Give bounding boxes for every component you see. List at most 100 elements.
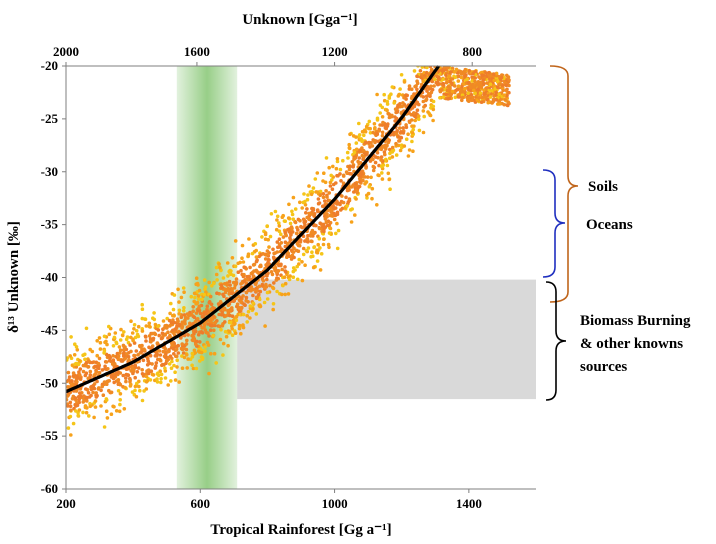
scatter-point [87,395,92,399]
scatter-point [183,315,188,320]
scatter-point [246,254,250,258]
scatter-point [102,425,107,429]
scatter-point [172,320,176,325]
scatter-point [174,347,179,352]
scatter-point [163,355,168,360]
scatter-point [297,257,302,262]
scatter-point [200,357,205,362]
scatter-point [401,101,405,105]
scatter-point [241,323,245,327]
scatter-point [419,82,424,87]
scatter-point [66,356,70,360]
scatter-point [459,75,464,80]
oceans-bracket [542,169,566,278]
scatter-point [134,349,139,353]
scatter-point [191,322,195,326]
scatter-point [71,374,76,378]
scatter-point [321,204,325,208]
scatter-point [147,334,152,338]
scatter-point [93,405,98,409]
scatter-point [325,195,329,199]
scatter-point [441,77,446,81]
scatter-point [128,343,132,347]
x-tick-label: 1400 [456,496,482,511]
scatter-point [330,187,335,191]
scatter-point [338,202,342,207]
scatter-point [480,95,485,100]
scatter-point [124,376,128,380]
scatter-point [87,414,91,418]
scatter-point [505,93,509,98]
scatter-point [307,184,311,188]
scatter-point [426,110,430,114]
scatter-point [277,237,282,241]
scatter-point [66,394,70,398]
scatter-point [344,195,348,200]
scatter-point [69,379,74,383]
scatter-point [396,94,401,98]
scatter-point [358,174,363,179]
scatter-point [265,277,269,282]
scatter-point [121,343,126,348]
scatter-point [388,187,392,191]
scatter-point [244,295,249,300]
scatter-point [250,251,255,256]
scatter-point [450,89,455,94]
scatter-point [199,330,204,334]
scatter-point [181,309,186,313]
scatter-point [234,277,239,281]
scatter-point [495,79,500,84]
scatter-point [215,278,219,282]
scatter-point [380,133,385,138]
scatter-point [149,346,154,350]
scatter-point [393,107,398,111]
y-tick-label: -30 [41,164,58,179]
scatter-point [362,155,366,159]
scatter-point [245,314,249,318]
x-tick-label: 1000 [322,496,348,511]
scatter-point [372,122,377,126]
scatter-point [66,378,71,382]
scatter-point [109,375,114,379]
scatter-point [271,307,276,312]
scatter-point [175,365,179,369]
scatter-point [283,292,288,297]
scatter-point [453,75,458,80]
scatter-point [68,404,73,409]
scatter-point [326,242,331,247]
scatter-point [300,206,305,210]
scatter-point [301,252,306,257]
scatter-point [321,179,325,183]
scatter-point [473,69,478,74]
scatter-point [251,270,255,275]
scatter-point [283,219,288,223]
scatter-point [493,87,497,91]
scatter-point [288,274,292,278]
scatter-point [329,208,334,213]
scatter-point [327,191,332,195]
scatter-point [309,234,313,238]
scatter-point [476,87,480,92]
scatter-point [456,79,461,83]
scatter-point [316,242,321,247]
scatter-point [195,317,200,321]
scatter-point [298,200,302,205]
y-tick-label: -50 [41,375,58,390]
scatter-point [357,133,362,137]
scatter-point [398,148,403,153]
scatter-point [265,224,270,228]
scatter-point [479,100,484,104]
scatter-point [321,222,326,227]
scatter-point [375,132,379,136]
scatter-point [100,368,105,372]
scatter-point [181,351,186,355]
scatter-point [478,91,483,95]
scatter-point [237,306,242,311]
scatter-point [427,92,431,96]
scatter-point [124,379,128,384]
scatter-point [318,268,323,272]
scatter-point [91,390,95,395]
scatter-point [298,218,302,223]
scatter-point [167,318,172,323]
scatter-point [136,366,141,370]
